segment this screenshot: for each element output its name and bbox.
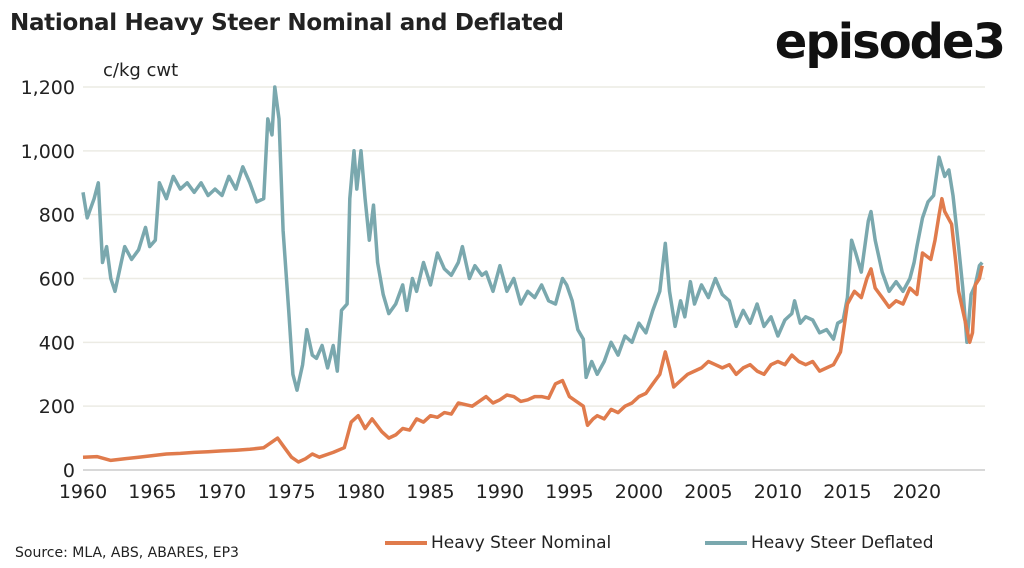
x-tick-label: 2000 — [615, 481, 663, 503]
legend-label-deflated: Heavy Steer Deflated — [751, 533, 934, 553]
x-tick-label: 1965 — [128, 481, 176, 503]
y-axis-unit-label: c/kg cwt — [103, 60, 179, 81]
y-tick-label: 200 — [39, 396, 75, 418]
y-tick-label: 800 — [39, 205, 75, 227]
y-tick-label: 1,200 — [21, 77, 75, 99]
legend-label-nominal: Heavy Steer Nominal — [431, 533, 612, 553]
x-tick-label: 2015 — [823, 481, 871, 503]
y-tick-label: 0 — [63, 460, 75, 482]
episode3-logo: episode3 — [774, 14, 1006, 70]
x-tick-label: 1980 — [337, 481, 385, 503]
legend-item-nominal: Heavy Steer Nominal — [385, 533, 611, 553]
x-tick-label: 2010 — [754, 481, 802, 503]
y-tick-label: 1,000 — [21, 141, 75, 163]
x-tick-label: 1970 — [198, 481, 246, 503]
x-tick-label: 1990 — [476, 481, 524, 503]
x-tick-label: 2020 — [893, 481, 941, 503]
y-tick-label: 400 — [39, 332, 75, 354]
legend-item-deflated: Heavy Steer Deflated — [705, 533, 934, 553]
legend-swatch-nominal — [385, 541, 427, 545]
chart-title: National Heavy Steer Nominal and Deflate… — [10, 10, 564, 36]
source-note: Source: MLA, ABS, ABARES, EP3 — [15, 545, 239, 561]
x-tick-label: 2005 — [684, 481, 732, 503]
y-tick-label: 600 — [39, 269, 75, 291]
legend-swatch-deflated — [705, 541, 747, 545]
series-line-nominal — [82, 196, 984, 464]
x-tick-label: 1995 — [545, 481, 593, 503]
x-tick-label: 1960 — [59, 481, 107, 503]
series-line-deflated — [81, 85, 984, 392]
x-tick-label: 1975 — [267, 481, 315, 503]
x-tick-label: 1985 — [406, 481, 454, 503]
